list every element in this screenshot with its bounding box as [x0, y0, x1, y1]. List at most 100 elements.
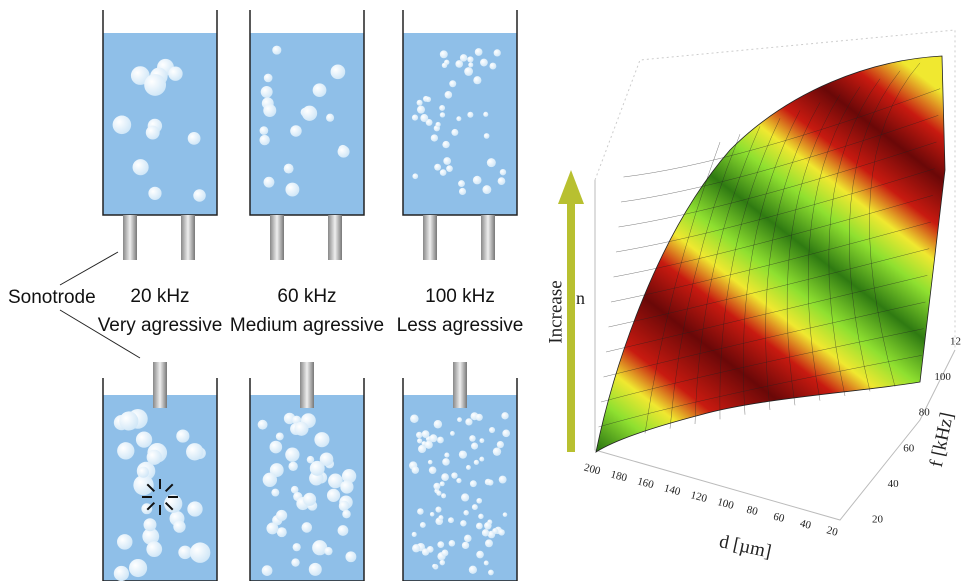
bubble — [463, 510, 468, 515]
bubble — [467, 56, 473, 62]
bubble — [146, 126, 160, 140]
bubble — [461, 493, 469, 501]
bubble — [498, 177, 506, 185]
bubble — [501, 412, 508, 419]
bubble — [450, 431, 455, 436]
bubble — [437, 541, 444, 548]
bubble — [339, 501, 350, 512]
bubble — [440, 169, 447, 176]
bubble — [412, 532, 417, 537]
bubble — [285, 448, 299, 462]
bubble — [499, 476, 507, 484]
bubble — [342, 510, 350, 518]
bubble — [472, 504, 478, 510]
bubble — [442, 141, 449, 148]
bubble — [493, 447, 501, 455]
bubble — [261, 86, 273, 98]
sonotrode-label: Sonotrode — [8, 287, 96, 308]
bubble — [435, 507, 441, 513]
bubble — [258, 420, 268, 430]
rod — [181, 215, 195, 260]
bubble — [451, 129, 458, 136]
bubble — [482, 185, 491, 194]
bubble — [417, 100, 423, 106]
bubble — [427, 546, 434, 553]
x-label: d [µm] — [717, 531, 773, 562]
bubble — [429, 466, 437, 474]
rod — [328, 215, 342, 260]
bubble — [270, 441, 283, 454]
bubble — [176, 430, 189, 443]
bubble — [466, 465, 471, 470]
bubble — [417, 508, 424, 515]
bubble — [500, 169, 506, 175]
bubble — [263, 473, 277, 487]
bubble — [117, 442, 134, 459]
pointer — [60, 252, 118, 285]
bubble — [310, 461, 325, 476]
rod — [481, 215, 495, 260]
bubble — [456, 116, 461, 121]
bubble — [448, 517, 454, 523]
bubble — [476, 498, 482, 504]
bubble — [469, 566, 477, 574]
bubble — [425, 97, 431, 103]
bubble — [431, 134, 438, 141]
frequency-label: 60 kHz — [277, 286, 336, 307]
bubble — [502, 430, 510, 438]
bubble — [489, 63, 496, 70]
bubble — [480, 59, 488, 67]
description-label: Less agressive — [397, 315, 524, 336]
bubble — [331, 65, 346, 80]
bubble — [148, 187, 161, 200]
bubble — [271, 489, 279, 497]
bubble — [338, 146, 350, 158]
bubble — [314, 432, 329, 447]
bubble — [420, 522, 426, 528]
rod — [123, 215, 137, 260]
bubble — [465, 418, 472, 425]
bubble — [412, 466, 420, 474]
bubble — [264, 177, 275, 188]
bubble — [345, 551, 356, 562]
bubble — [340, 480, 353, 493]
bubble — [449, 80, 456, 87]
bubble — [420, 114, 428, 122]
bubble — [430, 512, 435, 517]
x-tick-label: 80 — [745, 504, 759, 519]
bubble — [302, 106, 317, 121]
bubble — [429, 434, 437, 442]
bubble — [498, 529, 504, 535]
bubble — [488, 570, 494, 576]
bubble — [438, 515, 443, 520]
bubble — [473, 176, 482, 185]
bubble — [129, 559, 147, 577]
bubble — [469, 435, 476, 442]
bubble — [456, 478, 461, 483]
bubble — [188, 132, 201, 145]
bubble — [484, 522, 492, 530]
water — [250, 33, 364, 215]
bubble — [114, 566, 129, 581]
bubble — [440, 481, 445, 486]
bubble — [489, 427, 495, 433]
arrow-head — [558, 170, 584, 204]
bubble — [147, 450, 162, 465]
bubble — [483, 112, 488, 117]
bubble — [487, 479, 493, 485]
y-tick-label: 80 — [919, 407, 931, 419]
bubble — [457, 417, 462, 422]
rod — [300, 362, 314, 408]
bubble — [309, 563, 322, 576]
bubble — [263, 104, 276, 117]
rod — [423, 215, 437, 260]
bubble — [313, 83, 327, 97]
bubble — [468, 62, 473, 67]
bubble — [288, 462, 297, 471]
bubble — [445, 91, 453, 99]
bubble — [146, 541, 162, 557]
bubble — [412, 115, 418, 121]
bubble — [326, 114, 334, 122]
